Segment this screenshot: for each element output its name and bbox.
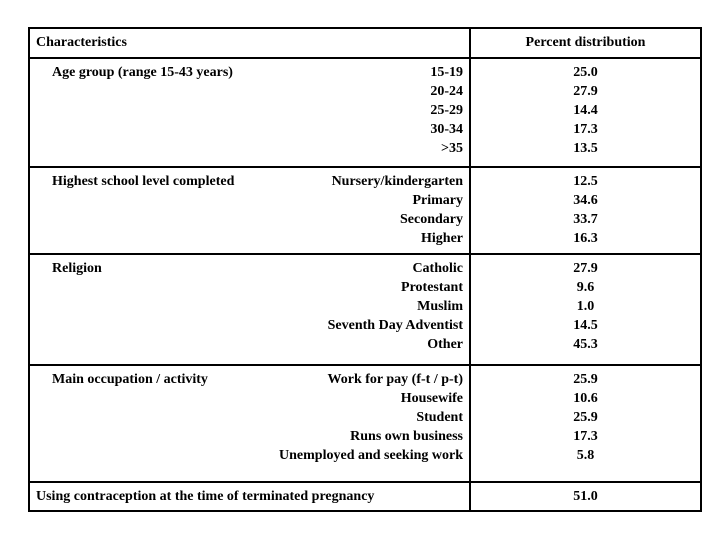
characteristics-cell: Using contraception at the time of termi… (30, 483, 469, 510)
category-list: Catholic Protestant Muslim Seventh Day A… (328, 255, 469, 354)
section-label: Age group (range 15-43 years) (52, 65, 233, 80)
percent-value: 17.3 (573, 122, 598, 137)
characteristics-cell: Main occupation / activity Work for pay … (30, 366, 469, 481)
category-label: Unemployed and seeking work (279, 448, 463, 463)
table-row: Main occupation / activity Work for pay … (30, 364, 700, 481)
percent-value: 25.9 (573, 410, 598, 425)
percent-value: 12.5 (573, 174, 598, 189)
percent-value: 10.6 (573, 391, 598, 406)
header-label-percent: Percent distribution (525, 35, 646, 50)
percent-value: 25.0 (573, 65, 598, 80)
category-label: Higher (421, 231, 463, 246)
category-label: >35 (441, 141, 463, 156)
category-label: Nursery/kindergarten (331, 174, 463, 189)
category-list: 15-19 20-24 25-29 30-34 >35 (430, 59, 469, 158)
value-list: 27.9 9.6 1.0 14.5 45.3 (471, 255, 700, 354)
percent-value: 14.5 (573, 318, 598, 333)
characteristics-cell: Religion Catholic Protestant Muslim Seve… (30, 255, 469, 364)
percent-value: 5.8 (576, 448, 595, 463)
percent-cell: 27.9 9.6 1.0 14.5 45.3 (469, 255, 700, 364)
percent-value: 33.7 (573, 212, 598, 227)
category-label: Primary (412, 193, 463, 208)
footer-label: Using contraception at the time of termi… (36, 489, 375, 504)
percent-value: 9.6 (576, 280, 595, 295)
value-list: 25.0 27.9 14.4 17.3 13.5 (471, 59, 700, 158)
value-list: 12.5 34.6 33.7 16.3 (471, 168, 700, 248)
header-cell-percent: Percent distribution (469, 29, 700, 57)
category-label: Muslim (417, 299, 463, 314)
percent-value: 14.4 (573, 103, 598, 118)
characteristics-table: Characteristics Percent distribution Age… (28, 27, 702, 512)
percent-value: 45.3 (573, 337, 598, 352)
category-label: 25-29 (430, 103, 463, 118)
table-row: Using contraception at the time of termi… (30, 481, 700, 510)
category-label: Housewife (400, 391, 463, 406)
section-label: Highest school level completed (52, 174, 235, 189)
category-label: Seventh Day Adventist (327, 318, 463, 333)
category-label: 30-34 (430, 122, 463, 137)
percent-value: 16.3 (573, 231, 598, 246)
percent-value: 27.9 (573, 261, 598, 276)
category-label: Other (427, 337, 463, 352)
header-cell-characteristics: Characteristics (30, 29, 469, 57)
header-label-characteristics: Characteristics (36, 35, 127, 50)
category-list: Nursery/kindergarten Primary Secondary H… (332, 168, 469, 248)
percent-value: 25.9 (573, 372, 598, 387)
percent-value: 51.0 (573, 489, 598, 504)
category-label: Protestant (401, 280, 463, 295)
category-label: Secondary (400, 212, 463, 227)
percent-cell: 12.5 34.6 33.7 16.3 (469, 168, 700, 253)
category-label: 15-19 (430, 65, 463, 80)
category-label: Student (416, 410, 463, 425)
percent-cell: 25.9 10.6 25.9 17.3 5.8 (469, 366, 700, 481)
table-header-row: Characteristics Percent distribution (30, 29, 700, 57)
table-row: Religion Catholic Protestant Muslim Seve… (30, 253, 700, 364)
characteristics-cell: Age group (range 15-43 years) 15-19 20-2… (30, 59, 469, 166)
category-label: Runs own business (350, 429, 463, 444)
section-label: Main occupation / activity (52, 372, 208, 387)
category-label: 20-24 (430, 84, 463, 99)
section-label: Religion (52, 261, 102, 276)
category-label: Catholic (412, 261, 463, 276)
percent-cell: 25.0 27.9 14.4 17.3 13.5 (469, 59, 700, 166)
percent-value: 27.9 (573, 84, 598, 99)
percent-value: 34.6 (573, 193, 598, 208)
percent-value: 1.0 (576, 299, 595, 314)
percent-value: 17.3 (573, 429, 598, 444)
characteristics-cell: Highest school level completed Nursery/k… (30, 168, 469, 253)
table-row: Age group (range 15-43 years) 15-19 20-2… (30, 57, 700, 166)
percent-cell: 51.0 (469, 483, 700, 510)
table-row: Highest school level completed Nursery/k… (30, 166, 700, 253)
value-list: 25.9 10.6 25.9 17.3 5.8 (471, 366, 700, 465)
category-list: Work for pay (f-t / p-t) Housewife Stude… (279, 366, 469, 465)
percent-value: 13.5 (573, 141, 598, 156)
category-label: Work for pay (f-t / p-t) (327, 372, 463, 387)
